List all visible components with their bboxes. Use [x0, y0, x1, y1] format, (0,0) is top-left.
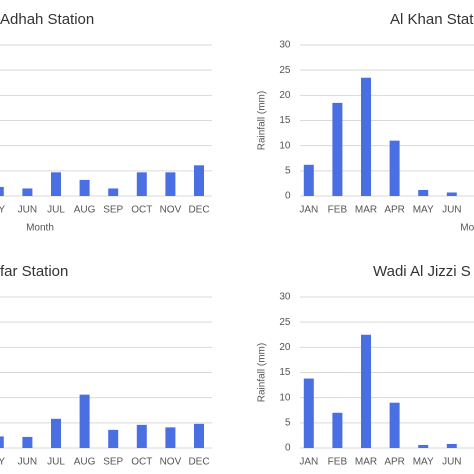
x-tick-label: JUN	[442, 457, 461, 468]
x-axis-label: Mon	[460, 223, 474, 234]
x-tick-label: MAR	[355, 457, 377, 468]
x-tick-label: AUG	[74, 457, 96, 468]
bar	[108, 429, 119, 448]
y-tick-label: 5	[285, 165, 291, 176]
chart-title: Al Khan Stat	[390, 11, 474, 28]
bar	[79, 394, 90, 448]
x-tick-label: SEP	[103, 457, 123, 468]
bar	[194, 423, 204, 448]
y-tick-label: 0	[285, 443, 291, 454]
bar	[446, 192, 457, 196]
bar	[22, 436, 33, 448]
bar	[332, 412, 343, 448]
y-axis-label: Rainfall (mm)	[257, 343, 268, 402]
bar	[108, 188, 119, 196]
bar	[51, 418, 61, 448]
x-tick-label: AY	[0, 457, 5, 468]
bar	[165, 427, 176, 448]
bar	[361, 77, 371, 196]
chart-title: Adhah Station	[0, 11, 94, 28]
y-axis-label: Rainfall (mm)	[257, 91, 268, 150]
x-tick-label: SEP	[103, 205, 123, 216]
bar	[361, 334, 371, 448]
x-tick-label: JUN	[18, 205, 37, 216]
x-tick-label: OCT	[131, 205, 152, 216]
bar	[136, 172, 147, 196]
y-tick-label: 15	[279, 115, 291, 126]
chart-title: Wadi Al Jizzi S	[373, 263, 471, 280]
x-tick-label: MAY	[413, 457, 434, 468]
bar	[418, 189, 429, 196]
y-tick-label: 20	[279, 342, 291, 353]
x-tick-label: FEB	[328, 457, 348, 468]
bar	[446, 443, 457, 448]
x-tick-label: JAN	[299, 205, 318, 216]
y-tick-label: 0	[285, 191, 291, 202]
x-tick-label: MAY	[413, 205, 434, 216]
x-tick-label: JUL	[47, 457, 65, 468]
y-tick-label: 10	[279, 392, 291, 403]
y-tick-label: 20	[279, 90, 291, 101]
y-tick-label: 5	[285, 417, 291, 428]
x-tick-label: JUN	[18, 457, 37, 468]
bar	[418, 444, 429, 448]
bar	[389, 402, 400, 448]
x-tick-label: MAR	[355, 205, 377, 216]
bar	[0, 436, 4, 448]
x-tick-label: APR	[384, 457, 405, 468]
bar	[136, 424, 147, 448]
x-tick-label: NOV	[160, 457, 182, 468]
bar	[303, 378, 314, 448]
bar	[165, 172, 176, 196]
x-tick-label: AY	[0, 205, 5, 216]
x-tick-label: APR	[384, 205, 405, 216]
x-axis-label: Month	[26, 223, 54, 234]
x-tick-label: FEB	[328, 205, 348, 216]
bar	[303, 164, 314, 196]
y-tick-label: 15	[279, 367, 291, 378]
x-tick-label: DEC	[188, 457, 209, 468]
x-tick-label: JUL	[47, 205, 65, 216]
bar	[332, 102, 343, 196]
y-tick-label: 30	[279, 40, 291, 51]
chart-title: far Station	[0, 263, 68, 280]
x-tick-label: DEC	[188, 205, 209, 216]
x-tick-label: JUN	[442, 205, 461, 216]
x-tick-label: NOV	[160, 205, 182, 216]
x-tick-label: AUG	[74, 205, 96, 216]
x-tick-label: OCT	[131, 457, 152, 468]
y-tick-label: 25	[279, 317, 291, 328]
y-tick-label: 30	[279, 292, 291, 303]
bar	[389, 140, 400, 196]
bar	[51, 172, 61, 196]
x-tick-label: JAN	[299, 457, 318, 468]
y-tick-label: 25	[279, 65, 291, 76]
bar	[194, 165, 204, 196]
bar	[22, 188, 33, 196]
bar	[79, 179, 90, 196]
bar	[0, 186, 4, 196]
y-tick-label: 10	[279, 140, 291, 151]
